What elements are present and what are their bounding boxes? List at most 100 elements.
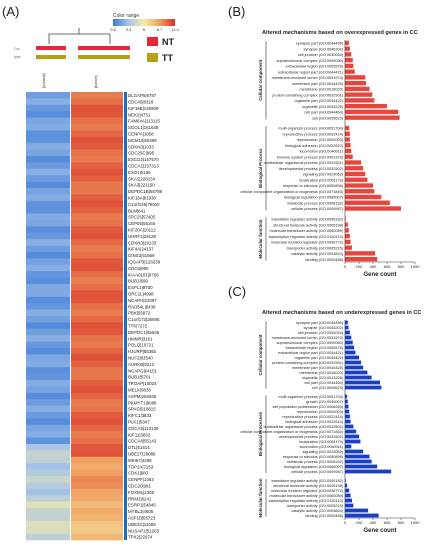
bar [345,216,346,222]
heatmap-cell-normal [26,188,70,195]
bar [345,330,350,335]
heatmap-cell-normal [26,168,70,176]
heatmap-cell-tumor [71,514,123,522]
annotation-cor-tumor [78,46,130,50]
heatmap-cell-tumor [71,348,123,355]
bar-category-label: reproduction (GO:0000003) [297,410,344,414]
gene-label: PBK|55872 [128,311,151,316]
gene-label: CDC6|990 [128,266,149,271]
heatmap-cell-tumor [71,264,123,272]
bar [345,166,364,171]
group-label: Molecular function [258,219,263,258]
bar [345,177,368,182]
bar-category-label: cellular component organization or bioge… [240,430,343,434]
heatmap-cell-tumor [71,488,123,496]
heatmap-cell-tumor [71,245,123,253]
heatmap-cell-normal [26,463,70,470]
gene-label: HMMR|3161 [128,336,153,341]
bar [345,143,351,148]
bar-category-label: structural molecule activity (GO:0005198… [273,484,344,488]
gene-label: CENPA|1058 [128,132,154,137]
gene-label: NEK2|4751 [128,112,151,117]
bar [345,469,392,474]
heatmap-cell-normal [26,213,70,221]
annotation-row-label-type: type [14,55,21,59]
heatmap-cell-tumor [71,386,123,394]
heatmap-cell-normal [26,437,70,445]
bar [345,115,400,120]
heatmap-cell-normal [26,284,70,291]
bar [345,206,401,211]
heatmap-cell-tumor [71,380,123,387]
heatmap-cell-normal [26,194,70,202]
x-tick-label: 400 [370,520,377,525]
panel-label-c: (C) [228,284,246,299]
heatmap-cell-normal [26,111,70,118]
heatmap-cell-tumor [71,495,123,502]
bar-category-label: translation regulator activity (GO:00451… [271,479,343,483]
bar-category-label: multi-organism process (GO:0051704) [278,395,343,399]
x-tick-label: 1000 [411,520,421,525]
bar [345,200,390,205]
chart-b-title: Altered mechanisms based on overexpresse… [262,30,418,36]
gene-label: ESPL1|9700 [128,285,153,290]
gene-label: TTK|7272 [128,324,148,329]
heatmap-cell-normal [26,181,70,189]
heatmap-cell-tumor [71,239,123,246]
bar [345,233,350,239]
gene-label: AURKB|9212 [128,362,155,367]
heatmap-cell-normal [26,399,70,406]
heatmap-legend: NT TT [147,37,174,63]
heatmap-cell-tumor [71,130,123,138]
gene-label: GINS2|51659 [128,253,155,258]
heatmap-cell-tumor [71,220,123,227]
heatmap-cell-normal [26,508,70,515]
heatmap-cell-tumor [71,156,123,163]
gene-label: NCAPH|23397 [128,298,157,303]
bar-category-label: biological regulation (GO:0065007) [284,465,344,469]
gene-label: NCAPG|64151 [128,368,158,373]
heatmap-cell-tumor [71,188,123,195]
heatmap-cell-tumor [71,271,123,278]
annotation-type-normal [36,55,66,59]
bar-category-label: reproductive process (GO:0022414) [282,132,343,136]
color-scale-tick-label: 6 [143,27,146,32]
bar [345,360,362,365]
bar-category-label: developmental process (GO:0032502) [279,167,344,171]
bar-category-label: biological adhesion (GO:0022610) [285,144,343,148]
gene-label: SGOL1|151648 [128,125,159,130]
heatmap-cell-normal [26,431,70,438]
gene-label: ORC1L|4998 [128,292,154,297]
bar-category-label: extracellular region part (GO:0044421) [278,70,344,74]
x-tick-label: 1000 [411,264,421,269]
gene-label: MKI67|4288 [128,458,152,463]
color-range-label: Color range [113,13,139,19]
heatmap-cell-normal [26,488,70,496]
bar-category-label: protein-containing complex (GO:0032991) [272,93,343,97]
gene-label: NUSAP1|51203 [128,528,159,533]
heatmap-cell-normal [26,412,70,419]
heatmap-cell-normal [26,341,70,349]
panel-label-b: (B) [228,4,245,19]
x-tick-label: 600 [384,264,391,269]
bar-category-label: membrane-enclosed lumen (GO:0031974) [272,76,344,80]
heatmap-cell-tumor [71,392,123,400]
bar-category-label: metabolic process (GO:0008152) [287,460,344,464]
bar [345,439,361,444]
heatmap-cell-tumor [71,136,123,144]
bar [345,183,373,188]
bar [345,449,364,454]
heatmap-cell-normal [26,367,70,374]
bar-category-label: multicellular organismal process (GO:003… [264,161,344,165]
gene-label: SKA3|221150 [128,183,155,188]
x-tick-label: 400 [370,264,377,269]
bar [345,365,364,370]
heatmap-cell-tumor [71,424,123,432]
gene-label: CDCA5|113130 [128,426,159,431]
bar [345,148,352,154]
bar-category-label: binding (GO:0005488) [305,514,343,518]
bar [345,228,349,233]
bar-category-label: multi-organism process (GO:0051704) [278,127,343,131]
group-label: Cellular component [258,334,263,376]
heatmap-cell-normal [26,117,70,125]
